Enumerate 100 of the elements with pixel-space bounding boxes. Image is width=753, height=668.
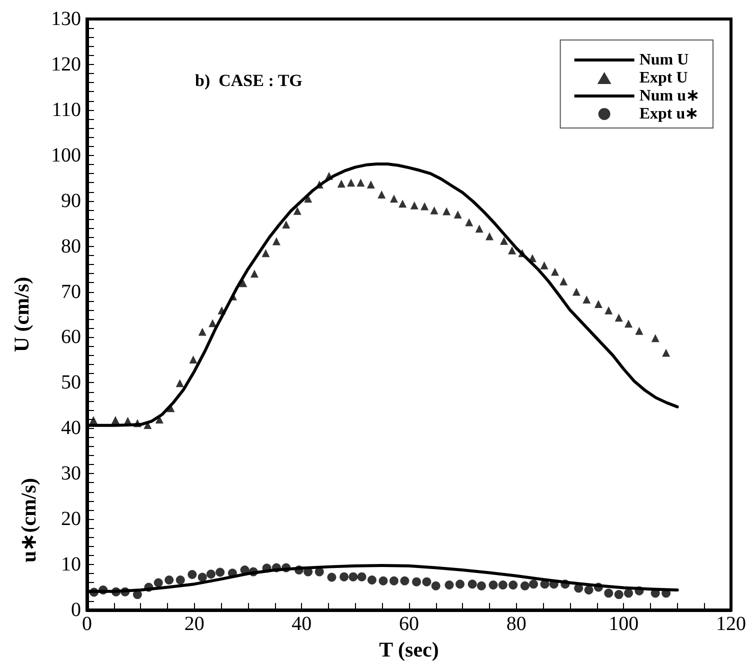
y-tick-label: 110	[52, 98, 81, 121]
point	[272, 563, 281, 572]
point	[189, 356, 198, 364]
point	[550, 268, 559, 276]
point	[518, 249, 526, 258]
point	[366, 180, 375, 188]
point	[228, 292, 237, 300]
point	[188, 570, 197, 580]
point	[389, 576, 398, 586]
point	[282, 220, 290, 228]
point	[218, 306, 226, 314]
y-tick-label: 60	[61, 326, 81, 348]
x-tick-label: 60	[399, 613, 419, 635]
point	[651, 334, 660, 342]
point	[198, 572, 207, 582]
point	[634, 586, 644, 596]
point	[239, 279, 248, 288]
y-tick-label: 30	[61, 462, 81, 485]
point	[614, 590, 624, 600]
point	[594, 582, 603, 592]
legend-label: Num U	[639, 52, 690, 68]
x-tick-label: 120	[716, 613, 746, 635]
point	[614, 314, 623, 322]
point	[120, 587, 130, 596]
point	[624, 588, 633, 598]
point	[430, 206, 438, 214]
point	[390, 194, 398, 203]
point	[262, 564, 272, 573]
legend-label: Num u∗	[639, 88, 700, 104]
point	[540, 580, 550, 589]
point	[176, 379, 184, 388]
point	[144, 582, 154, 592]
point	[111, 587, 120, 596]
y-tick-label: 120	[51, 53, 81, 76]
point	[337, 180, 346, 188]
point	[327, 572, 336, 582]
point	[476, 581, 486, 590]
point	[367, 576, 376, 584]
point	[486, 232, 494, 240]
x-axis-title: T (sec)	[379, 637, 439, 662]
x-tick-label: 100	[608, 613, 639, 635]
point	[508, 580, 518, 590]
point	[604, 306, 613, 314]
point	[422, 577, 432, 586]
point	[574, 584, 584, 593]
point	[475, 224, 484, 233]
y-tick-label: 10	[61, 554, 81, 576]
point	[378, 190, 386, 198]
point	[176, 576, 185, 584]
y-tick-label: 130	[51, 8, 81, 30]
y-axis-title: U (cm/s)	[10, 276, 34, 352]
point	[560, 580, 570, 589]
y-tick-label: 40	[61, 417, 81, 440]
point	[594, 300, 602, 308]
point	[206, 570, 216, 579]
point	[250, 270, 258, 278]
point	[412, 577, 422, 586]
point	[455, 580, 464, 589]
point	[520, 581, 530, 590]
point	[500, 236, 508, 245]
point	[133, 419, 142, 428]
point	[240, 565, 250, 574]
point	[262, 249, 270, 258]
point	[529, 580, 538, 589]
point	[111, 416, 120, 424]
x-tick-label: 20	[184, 613, 204, 635]
point	[410, 201, 418, 210]
point	[154, 578, 163, 588]
y-tick-label: 20	[61, 508, 81, 530]
point	[340, 572, 349, 582]
y-tick-label: 0	[71, 599, 81, 621]
text: u∗(cm/s)	[16, 478, 40, 562]
point	[293, 206, 302, 215]
point	[662, 348, 670, 357]
y-tick-label: 50	[61, 372, 81, 394]
x-tick-label: 40	[292, 613, 312, 635]
point	[398, 200, 407, 208]
point	[357, 572, 366, 582]
point	[124, 416, 132, 425]
point	[208, 319, 217, 328]
y-tick-label: 70	[61, 280, 81, 303]
point	[198, 328, 206, 336]
point	[400, 576, 410, 586]
point	[248, 567, 258, 576]
point	[498, 580, 508, 590]
y-tick-label: 90	[61, 190, 81, 212]
point	[488, 580, 498, 590]
point	[431, 581, 440, 590]
point	[540, 261, 548, 270]
point	[604, 588, 614, 598]
point	[216, 568, 225, 577]
point	[272, 237, 280, 246]
point	[98, 586, 108, 594]
point	[89, 416, 98, 424]
point	[465, 218, 474, 226]
point	[420, 202, 429, 210]
point	[508, 246, 516, 254]
point	[378, 576, 388, 586]
point	[325, 172, 334, 180]
point	[282, 563, 291, 572]
